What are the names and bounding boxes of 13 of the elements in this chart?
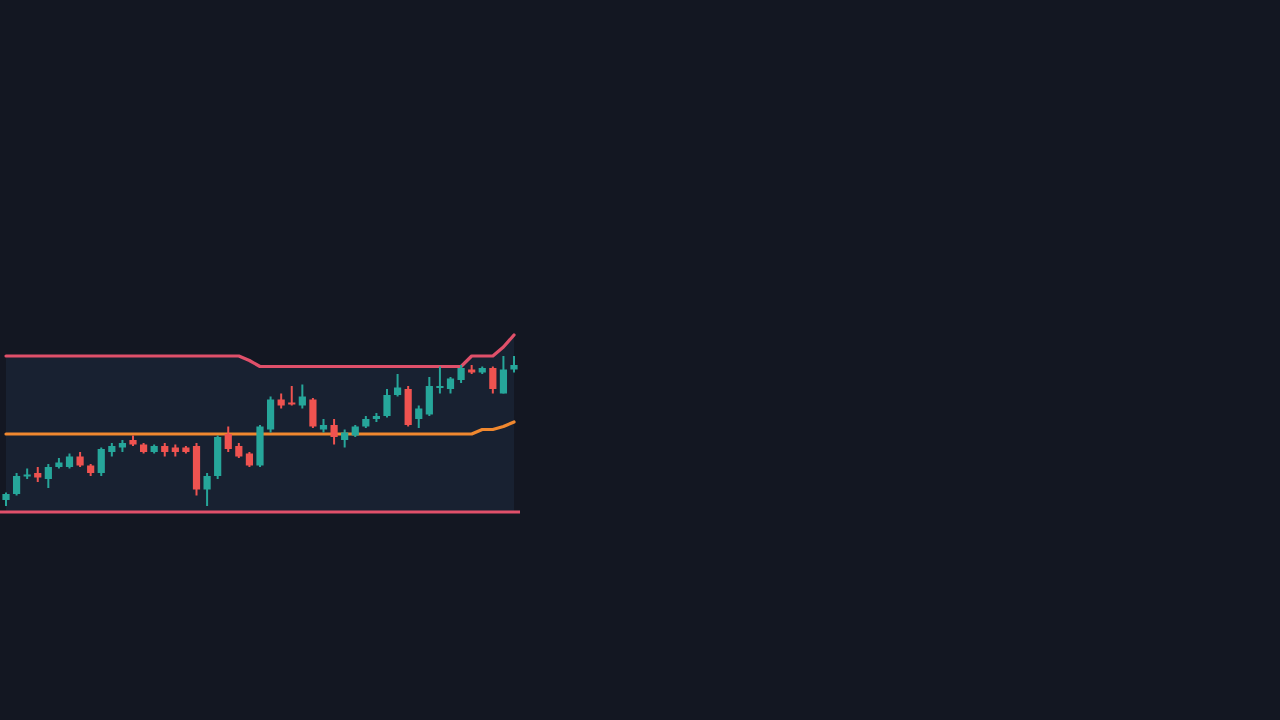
candlestick (404, 385, 412, 428)
candlestick (298, 383, 306, 410)
candlestick (489, 365, 497, 395)
candlestick (203, 472, 211, 507)
candlestick (383, 388, 391, 419)
candlestick (499, 355, 508, 395)
candlestick (415, 404, 423, 429)
candlestick (214, 434, 222, 480)
candlestick (12, 472, 21, 497)
candlestick (309, 397, 317, 429)
candlestick (330, 418, 338, 446)
candlestick (44, 463, 52, 489)
candlestick (393, 373, 402, 398)
